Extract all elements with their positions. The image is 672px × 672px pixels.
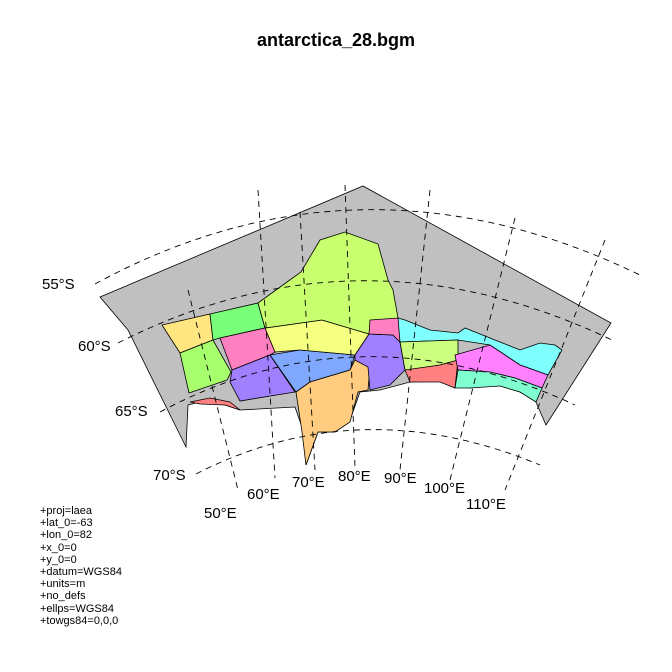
graticule-meridian [399, 189, 431, 471]
box-polygon [257, 231, 399, 335]
lat-label: 60°S [78, 338, 111, 355]
projection-line: +proj=laea [40, 505, 92, 517]
projection-info: +proj=laea +lat_0=-63 +lon_0=82 +x_0=0 +… [40, 505, 122, 627]
projection-line: +no_defs [40, 590, 86, 603]
graticule-meridian [344, 184, 356, 469]
lat-label: 65°S [115, 403, 148, 420]
box-polygon [454, 369, 543, 403]
projection-line: +units=m [40, 578, 86, 591]
lon-label: 100°E [424, 480, 465, 497]
graticule-parallel [117, 280, 613, 344]
lon-label: 50°E [204, 505, 237, 522]
graticule-meridian [504, 239, 606, 491]
graticule-parallel [94, 209, 641, 285]
map-title: antarctica_28.bgm [256, 30, 416, 50]
projection-line: +towgs84=0,0,0 [40, 614, 119, 627]
box-polygon [368, 317, 401, 344]
lon-label: 60°E [247, 486, 280, 503]
graticule-meridian [257, 189, 276, 479]
box-polygon [219, 327, 276, 371]
lon-label: 80°E [338, 468, 371, 485]
box-polygon [295, 359, 371, 466]
box-polygon [189, 397, 241, 411]
graticule-parallel [159, 356, 576, 413]
graticule-meridian [449, 217, 516, 481]
projection-line: +lat_0=-63 [40, 517, 93, 530]
box-polygon [229, 354, 296, 402]
projection-line: +ellps=WGS84 [40, 602, 114, 615]
box-polygons [161, 231, 563, 466]
lon-label: 110°E [466, 496, 506, 513]
graticule-meridian [187, 289, 239, 491]
lat-label: 55°S [42, 276, 75, 293]
lon-label: 70°E [292, 474, 325, 491]
graticule-parallel [195, 429, 541, 475]
projection-line: +y_0=0 [40, 553, 77, 566]
box-polygon [179, 339, 232, 394]
lon-label: 90°E [384, 470, 417, 487]
projection-line: +lon_0=82 [40, 529, 92, 542]
graticule [94, 184, 641, 491]
projection-line: +x_0=0 [40, 541, 77, 554]
lat-label: 70°S [153, 467, 186, 484]
projection-line: +datum=WGS84 [40, 566, 122, 579]
